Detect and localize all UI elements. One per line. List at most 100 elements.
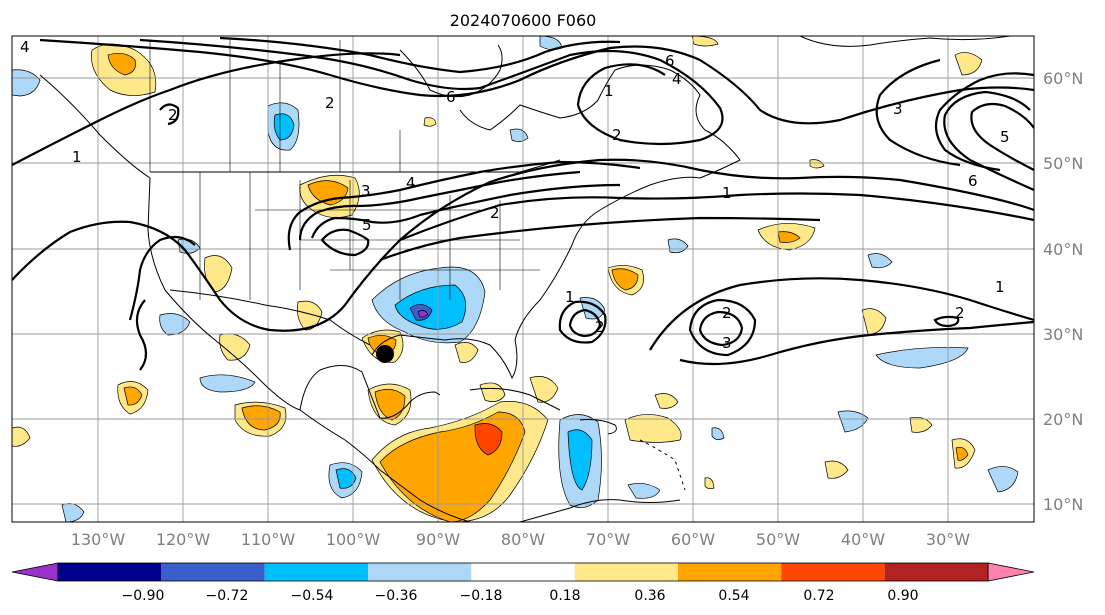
south-america-coast bbox=[519, 499, 681, 522]
contour-label: 2 bbox=[955, 304, 965, 322]
field-blue bbox=[567, 429, 593, 491]
colorbar-max-extend bbox=[987, 562, 1035, 582]
lon-label: 90°W bbox=[416, 530, 460, 549]
contour-label: 1 bbox=[565, 288, 575, 306]
contour-label: 6 bbox=[968, 172, 978, 190]
contour-label: 2 bbox=[722, 304, 732, 322]
lon-label: 120°W bbox=[156, 530, 211, 549]
contour-line bbox=[12, 52, 401, 166]
colorbar: −0.90 −0.72 −0.54 −0.36 −0.18 0.18 0.36 … bbox=[11, 562, 1035, 604]
longitude-labels: 130°W 120°W 110°W 100°W 90°W 80°W 70°W 6… bbox=[71, 530, 970, 549]
colorbar-segment bbox=[471, 563, 575, 581]
colorbar-min-extend bbox=[11, 562, 59, 582]
colorbar-tick-label: −0.18 bbox=[460, 588, 503, 604]
contour-line bbox=[688, 298, 757, 357]
lon-label: 80°W bbox=[501, 530, 545, 549]
contour-label: 1 bbox=[72, 148, 82, 166]
lat-label: 50°N bbox=[1043, 154, 1083, 173]
colorbar-segment bbox=[781, 563, 885, 581]
colorbar-segment bbox=[884, 563, 988, 581]
contour-line bbox=[219, 36, 621, 74]
colorbar-segment bbox=[58, 563, 162, 581]
contour-line bbox=[287, 160, 641, 251]
contour-label: 4 bbox=[20, 38, 30, 56]
contour-line bbox=[679, 320, 1034, 366]
contour-label: 3 bbox=[893, 100, 903, 118]
contour-label: 2 bbox=[612, 126, 622, 144]
contour-line bbox=[139, 38, 724, 146]
lat-label: 60°N bbox=[1043, 69, 1083, 88]
lat-label: 10°N bbox=[1043, 495, 1083, 514]
contour-line bbox=[698, 310, 744, 347]
contour-line bbox=[970, 102, 1034, 171]
contours bbox=[12, 36, 1034, 371]
colorbar-tick-label: 0.90 bbox=[887, 588, 918, 604]
contour-label: 6 bbox=[665, 52, 675, 70]
field-blue bbox=[394, 284, 467, 330]
field-orange bbox=[374, 388, 406, 421]
lat-label: 30°N bbox=[1043, 325, 1083, 344]
contour-line bbox=[39, 38, 1034, 125]
contour-line bbox=[934, 72, 1034, 172]
contour-label: 4 bbox=[672, 70, 682, 88]
field-blue bbox=[273, 113, 295, 141]
map-frame bbox=[11, 35, 1035, 523]
lon-label: 70°W bbox=[586, 530, 630, 549]
colorbar-segments bbox=[58, 563, 988, 581]
lon-label: 40°W bbox=[841, 530, 885, 549]
colorbar-segment bbox=[574, 563, 678, 581]
contour-line bbox=[399, 192, 1034, 242]
hispaniola bbox=[579, 419, 617, 435]
map-title: 2024070600 F060 bbox=[450, 11, 597, 30]
east-canada-coast bbox=[459, 64, 741, 211]
province-lines bbox=[149, 40, 401, 172]
contour-label: 3 bbox=[361, 182, 371, 200]
lon-label: 100°W bbox=[326, 530, 381, 549]
map-content: 4 1 2 2 6 6 4 1 2 3 5 6 3 4 5 2 1 2 3 2 … bbox=[12, 36, 1034, 522]
contour-line bbox=[298, 170, 581, 241]
contour-line bbox=[379, 216, 821, 262]
contour-line bbox=[135, 299, 148, 371]
colorbar-tick-label: −0.90 bbox=[122, 588, 165, 604]
colorbar-segment bbox=[368, 563, 472, 581]
contour-label: 5 bbox=[362, 216, 372, 234]
colorbar-segment bbox=[161, 563, 265, 581]
us-mexico-border bbox=[169, 289, 371, 346]
contour-line bbox=[558, 300, 607, 344]
contour-line bbox=[649, 277, 1034, 351]
colorbar-segment bbox=[678, 563, 782, 581]
contour-line bbox=[159, 103, 180, 126]
greenland bbox=[799, 36, 1011, 47]
contour-line bbox=[320, 228, 370, 257]
lat-label: 20°N bbox=[1043, 410, 1083, 429]
contour-label: 6 bbox=[446, 88, 456, 106]
west-coast bbox=[39, 74, 471, 522]
colorbar-tick-label: 0.18 bbox=[549, 588, 580, 604]
gridlines bbox=[12, 36, 1034, 522]
contour-line bbox=[943, 90, 1034, 192]
cuba bbox=[469, 387, 561, 411]
lon-label: 60°W bbox=[671, 530, 715, 549]
colorbar-tick-label: −0.36 bbox=[375, 588, 418, 604]
contour-line bbox=[310, 183, 621, 239]
contour-label: 1 bbox=[722, 184, 732, 202]
field-red bbox=[474, 423, 503, 456]
colorbar-tick-label: −0.72 bbox=[206, 588, 249, 604]
colorbar-tick-label: 0.54 bbox=[718, 588, 749, 604]
contour-label: 2 bbox=[490, 204, 500, 222]
field-orange bbox=[107, 53, 136, 76]
colorbar-tick-label: 0.36 bbox=[634, 588, 665, 604]
colorbar-tick-label: −0.54 bbox=[291, 588, 334, 604]
lon-label: 30°W bbox=[926, 530, 970, 549]
contour-label: 2 bbox=[168, 106, 178, 124]
lon-label: 50°W bbox=[756, 530, 800, 549]
gulf-north-coast bbox=[371, 209, 601, 380]
gulf-coast bbox=[299, 365, 441, 419]
contour-label: 2 bbox=[595, 318, 605, 336]
colorbar-tick-label: 0.72 bbox=[803, 588, 834, 604]
contour-line bbox=[568, 308, 602, 338]
contour-label: 5 bbox=[1000, 128, 1010, 146]
contour-label: 1 bbox=[995, 278, 1005, 296]
contour-labels: 4 1 2 2 6 6 4 1 2 3 5 6 3 4 5 2 1 2 3 2 … bbox=[20, 38, 1010, 352]
